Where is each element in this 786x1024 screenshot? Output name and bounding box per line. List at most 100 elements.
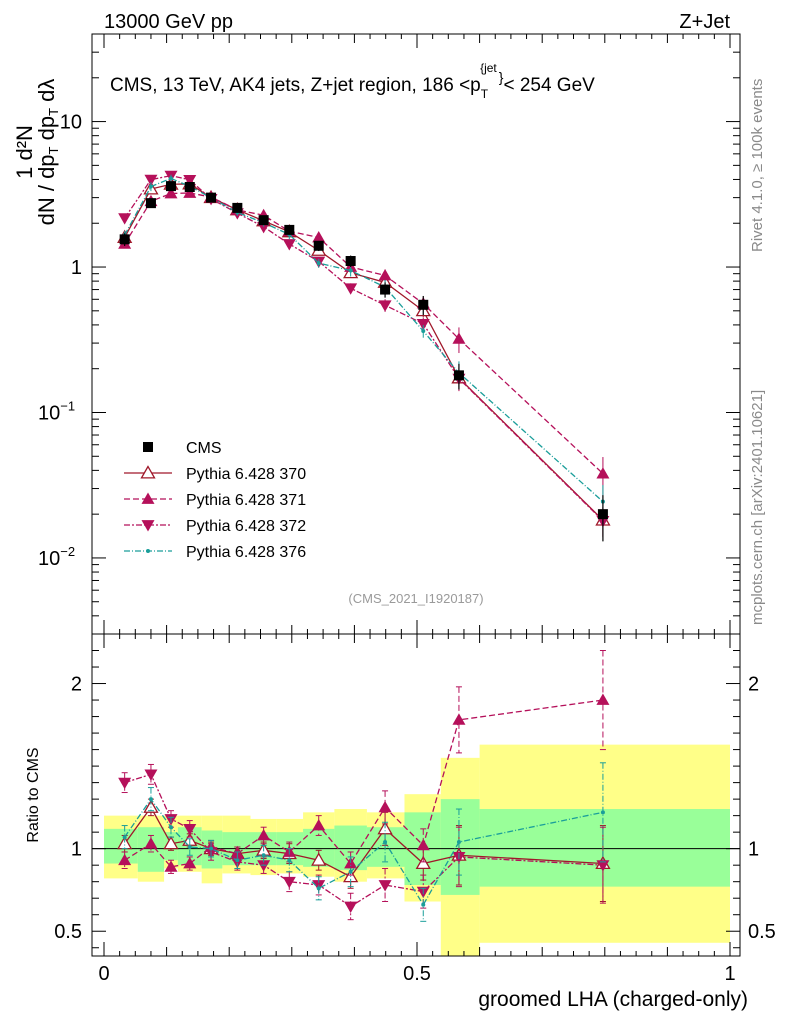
legend-entry: Pythia 6.428 370 bbox=[124, 465, 306, 483]
data-point bbox=[284, 224, 295, 235]
ratio-point bbox=[378, 800, 392, 813]
ratio-point bbox=[378, 880, 392, 892]
ratio-frame bbox=[91, 633, 741, 957]
data-point bbox=[597, 509, 608, 520]
y-label-denominator: dN / dpT dpT dλ bbox=[34, 79, 61, 226]
analysis-watermark: (CMS_2021_I1920187) bbox=[348, 591, 483, 606]
ratio-point bbox=[168, 825, 173, 830]
chart-title-sup-close: } bbox=[499, 69, 504, 85]
ratio-point bbox=[235, 858, 240, 863]
ratio-point bbox=[287, 858, 292, 863]
chart-title-end: < 254 GeV bbox=[503, 75, 595, 96]
band-green bbox=[479, 809, 730, 887]
main-point bbox=[452, 332, 466, 344]
main-point bbox=[378, 300, 392, 312]
ratio-point bbox=[118, 853, 132, 866]
legend-label: Pythia 6.428 372 bbox=[186, 518, 306, 535]
data-point bbox=[345, 256, 356, 267]
ratio-point bbox=[596, 860, 610, 872]
series-line-main bbox=[124, 177, 604, 503]
data-point bbox=[313, 240, 324, 251]
legend-marker bbox=[143, 442, 153, 452]
series-cms-data bbox=[119, 181, 608, 542]
data-point bbox=[418, 299, 429, 310]
legend-marker bbox=[146, 549, 150, 553]
ratio-point bbox=[144, 837, 158, 849]
series-layer bbox=[117, 170, 611, 922]
main-point bbox=[596, 467, 610, 479]
ratio-point bbox=[416, 838, 430, 851]
mcplots-label: mcplots.cern.ch [arXiv:2401.10621] bbox=[749, 390, 766, 625]
header-left: 13000 GeV pp bbox=[104, 11, 233, 33]
legend-entry: Pythia 6.428 372 bbox=[124, 518, 306, 535]
main-point bbox=[183, 174, 197, 187]
ratio-point bbox=[164, 860, 178, 872]
ratio-point bbox=[596, 693, 610, 705]
ratio-point bbox=[183, 823, 197, 836]
y-tick-label-exp: 10−2 bbox=[38, 544, 75, 570]
chart-title-sub: T bbox=[481, 87, 489, 101]
main-point bbox=[118, 213, 132, 225]
ratio-point bbox=[144, 769, 158, 781]
legend-marker bbox=[141, 520, 155, 532]
x-tick-label: 0 bbox=[98, 963, 109, 985]
main-point bbox=[344, 283, 358, 295]
main-point bbox=[312, 230, 326, 243]
axes-frame bbox=[91, 33, 741, 957]
ratio-point bbox=[257, 828, 271, 841]
series-line-main bbox=[124, 174, 604, 522]
main-point bbox=[148, 184, 153, 189]
band-green bbox=[440, 799, 480, 895]
main-point bbox=[348, 268, 353, 273]
data-point bbox=[380, 284, 391, 295]
ratio-point bbox=[311, 852, 327, 866]
legend-label: Pythia 6.428 371 bbox=[186, 492, 306, 509]
main-point bbox=[164, 186, 178, 199]
legend-label: Pythia 6.428 376 bbox=[186, 544, 306, 561]
y-tick-label-1: 1 bbox=[71, 257, 82, 279]
main-point bbox=[168, 176, 173, 181]
y-tick-label-ratio-right: 2 bbox=[748, 674, 759, 696]
y-tick-exponent: −1 bbox=[60, 398, 75, 413]
ratio-point bbox=[163, 835, 179, 850]
ratio-point bbox=[316, 886, 321, 891]
ratio-point bbox=[187, 845, 192, 850]
legend: CMS Pythia 6.428 370 Pythia 6.428 371 Pythi… bbox=[124, 440, 306, 561]
main-point bbox=[183, 186, 197, 198]
legend-entry: Pythia 6.428 371 bbox=[124, 492, 306, 509]
y-tick-label-ratio-right: 1 bbox=[748, 839, 759, 861]
y-tick-label-ratio-right: 0.5 bbox=[748, 921, 776, 943]
x-tick-label: 0.5 bbox=[403, 963, 431, 985]
y-label-numerator: 1 d²N bbox=[12, 125, 37, 179]
x-axis-label: groomed LHA (charged-only) bbox=[478, 988, 748, 1011]
legend-marker bbox=[140, 465, 156, 479]
ratio-point bbox=[183, 857, 197, 869]
data-point bbox=[206, 192, 217, 203]
y-tick-label-exp: 10−1 bbox=[38, 398, 75, 424]
legend-label: Pythia 6.428 370 bbox=[186, 466, 306, 483]
data-point bbox=[145, 198, 156, 209]
ratio-point bbox=[415, 855, 431, 870]
legend-entry: CMS bbox=[143, 440, 222, 457]
ratio-point bbox=[312, 819, 326, 831]
main-point bbox=[378, 268, 392, 281]
ratio-point bbox=[257, 860, 271, 872]
ratio-point bbox=[118, 777, 132, 790]
y-tick-label-ratio: 0.5 bbox=[54, 921, 82, 943]
data-point bbox=[184, 181, 195, 192]
chart-title-main: CMS, 13 TeV, AK4 jets, Z+jet region, 186… bbox=[110, 75, 481, 96]
ratio-point bbox=[209, 846, 214, 851]
y-tick-label-ratio: 2 bbox=[71, 674, 82, 696]
legend-entry: Pythia 6.428 376 bbox=[124, 544, 306, 561]
ratio-point bbox=[348, 869, 353, 874]
data-point bbox=[165, 181, 176, 192]
header-right: Z+Jet bbox=[679, 11, 730, 33]
main-point bbox=[282, 239, 296, 251]
ratio-point bbox=[421, 902, 426, 907]
y-axis-label-ratio: Ratio to CMS bbox=[25, 747, 42, 842]
chart-title: CMS, 13 TeV, AK4 jets, Z+jet region, 186… bbox=[110, 61, 595, 101]
x-tick-label: 1 bbox=[724, 963, 735, 985]
main-point bbox=[416, 318, 430, 331]
ratio-point bbox=[452, 713, 466, 725]
ratio-point bbox=[148, 797, 153, 802]
